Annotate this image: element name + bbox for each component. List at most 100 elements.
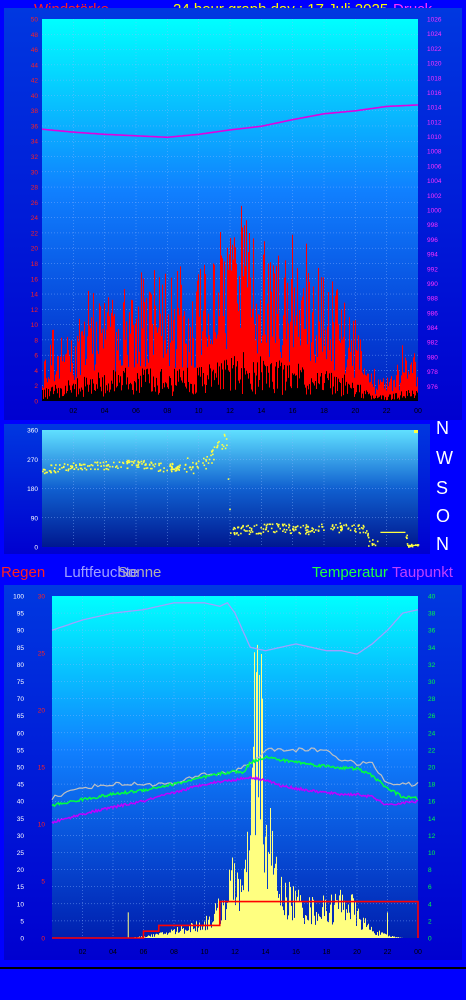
wind-direction-point [106, 464, 109, 467]
wind-direction-point [54, 467, 56, 469]
wind-direction-point [63, 463, 66, 465]
wind-direction-point [65, 469, 67, 471]
wind-direction-point [137, 463, 140, 465]
pressure-y-tick: 994 [427, 252, 438, 259]
wind-direction-point [331, 524, 334, 526]
wind-direction-point [414, 430, 418, 433]
wind-direction-point [371, 544, 374, 546]
wind-direction-point [339, 522, 342, 525]
wind-y-tick: 10 [31, 322, 39, 329]
wind-direction-point [189, 466, 192, 468]
bot-x-tick: 00 [414, 949, 422, 956]
wind-direction-point [225, 438, 228, 440]
wind-direction-point [140, 460, 143, 463]
humidity-y-tick: 30 [17, 833, 25, 840]
wind-direction-point [248, 533, 251, 535]
wind-direction-point [102, 461, 105, 464]
wind-direction-point [50, 471, 52, 474]
wind-direction-point [305, 531, 308, 534]
wind-y-tick: 34 [31, 139, 39, 146]
wind-direction-point [183, 468, 186, 470]
wind-direction-point [44, 469, 46, 471]
wind-direction-point [240, 527, 242, 530]
wind-direction-point [166, 469, 168, 472]
wind-direction-point [406, 537, 408, 539]
wind-direction-point [343, 524, 345, 527]
wind-direction-point [237, 534, 240, 536]
wind-direction-point [358, 528, 361, 530]
rain-axis-label: Regen [1, 564, 46, 581]
wind-direction-point [175, 467, 177, 469]
wind-direction-point [135, 464, 138, 466]
humidity-y-tick: 15 [17, 884, 25, 891]
wind-direction-point [131, 464, 133, 466]
wind-direction-point [177, 465, 180, 468]
wind-direction-point [153, 465, 156, 468]
wind-direction-point [338, 531, 341, 534]
wind-direction-point [170, 467, 173, 469]
wind-direction-point [246, 530, 248, 532]
temperature-y-tick: 28 [428, 696, 436, 703]
wind-direction-point [91, 464, 94, 467]
temperature-y-tick: 0 [428, 936, 432, 943]
wind-direction-point [282, 524, 284, 527]
wind-direction-point [308, 530, 310, 533]
wind-direction-point [186, 457, 189, 459]
top-x-tick: 00 [414, 408, 422, 415]
pressure-y-tick: 984 [427, 325, 438, 332]
wind-direction-point [80, 464, 83, 466]
wind-direction-point [230, 532, 232, 534]
wind-direction-point [67, 468, 70, 470]
wind-direction-point [264, 528, 267, 531]
wind-direction-point [107, 464, 110, 466]
top-x-tick: 02 [69, 408, 77, 415]
wind-direction-point [42, 470, 44, 473]
wind-direction-point [362, 524, 365, 527]
temperature-y-tick: 8 [428, 867, 432, 874]
temperature-y-tick: 24 [428, 730, 436, 737]
wind-direction-point [207, 462, 210, 464]
wind-direction-point [305, 524, 308, 526]
wind-direction-point [272, 531, 275, 533]
wind-y-tick: 26 [31, 200, 39, 207]
pressure-y-tick: 1004 [427, 178, 442, 185]
wind-direction-point [79, 464, 81, 466]
wind-direction-point [145, 464, 147, 466]
wind-direction-point [315, 529, 317, 531]
wind-direction-point [345, 524, 348, 527]
wind-direction-point [100, 465, 102, 467]
wind-direction-point [79, 463, 81, 465]
direction-y-tick: 180 [27, 486, 38, 493]
wind-direction-point [306, 529, 309, 531]
wind-direction-point [359, 531, 361, 534]
wind-direction-point [149, 467, 152, 470]
wind-direction-point [312, 528, 315, 530]
wind-direction-point [58, 468, 61, 470]
wind-direction-point [242, 524, 244, 527]
wind-direction-point [143, 467, 146, 470]
wind-direction-point [45, 471, 47, 474]
wind-direction-point [69, 467, 72, 470]
wind-direction-point [42, 468, 45, 471]
humidity-line [51, 601, 419, 655]
pressure-y-tick: 1026 [427, 17, 442, 24]
dewpoint-axis-label: Taupunkt [392, 564, 453, 581]
wind-direction-point [260, 533, 262, 535]
wind-direction-point [221, 448, 224, 450]
wind-direction-point [158, 464, 160, 467]
wind-direction-point [113, 461, 115, 464]
wind-direction-point [152, 464, 154, 466]
temperature-y-tick: 26 [428, 713, 436, 720]
humidity-y-tick: 10 [17, 901, 25, 908]
wind-direction-point [360, 527, 363, 529]
wind-direction-point [216, 446, 218, 449]
wind-direction-point [90, 468, 92, 470]
humidity-y-tick: 80 [17, 662, 25, 669]
wind-direction-point [258, 532, 260, 535]
wind-direction-point [250, 527, 253, 530]
wind-direction-point [253, 525, 256, 527]
pressure-y-tick: 1010 [427, 134, 442, 141]
wind-direction-point [138, 461, 141, 464]
humidity-y-tick: 20 [17, 867, 25, 874]
wind-direction-point [263, 523, 266, 526]
